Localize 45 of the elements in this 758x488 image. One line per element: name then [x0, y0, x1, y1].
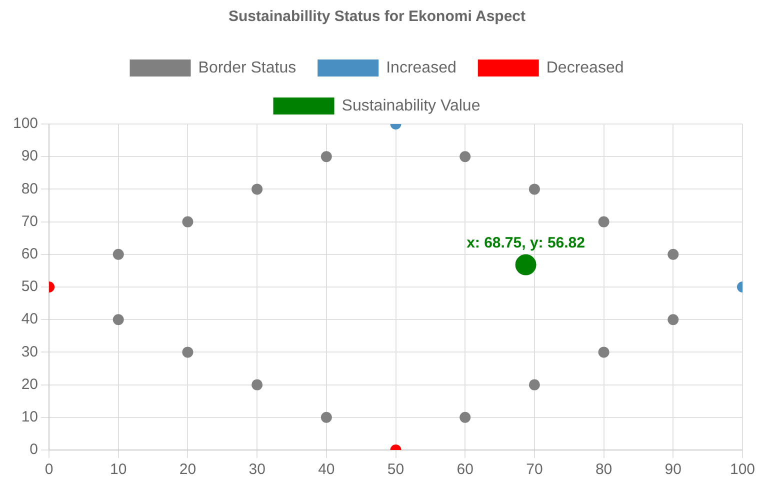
point — [460, 412, 471, 423]
y-tick-label: 80 — [21, 180, 38, 198]
point — [598, 346, 610, 358]
point — [668, 314, 679, 326]
x-tick-label: 100 — [730, 461, 755, 478]
point — [515, 254, 536, 276]
y-tick-label: 20 — [21, 376, 38, 393]
point — [252, 184, 263, 195]
y-tick-label: 0 — [30, 441, 38, 458]
x-tick-label: 70 — [526, 461, 543, 478]
x-tick-label: 20 — [179, 461, 196, 478]
annotation: x: 68.75, y: 56.82 — [466, 234, 585, 252]
x-tick-label: 90 — [664, 461, 682, 478]
point — [182, 216, 194, 228]
point — [320, 151, 332, 162]
x-tick-label: 50 — [387, 461, 404, 478]
x-tick-label: 40 — [318, 461, 335, 478]
x-tick-label: 0 — [44, 461, 54, 478]
legend-label: Border Status — [198, 59, 296, 76]
point — [528, 379, 540, 390]
point — [528, 184, 540, 195]
legend-label: Sustainability Value — [342, 97, 480, 114]
y-tick-label: 10 — [21, 408, 38, 426]
y-tick-label: 60 — [21, 246, 38, 263]
point — [112, 314, 124, 326]
y-tick-label: 50 — [21, 278, 38, 296]
x-tick-label: 80 — [595, 461, 612, 478]
y-tick-label: 30 — [21, 343, 38, 360]
point — [182, 346, 194, 358]
x-tick-label: 10 — [110, 461, 127, 478]
x-tick-label: 30 — [248, 461, 266, 478]
legend-label: Increased — [386, 59, 456, 76]
point — [598, 216, 610, 228]
point — [460, 151, 471, 162]
y-tick-label: 40 — [21, 310, 38, 328]
y-tick-label: 70 — [21, 212, 38, 230]
point — [320, 412, 332, 423]
legend-label: Decreased — [546, 59, 624, 76]
y-tick-label: 90 — [21, 148, 38, 165]
point — [112, 248, 124, 260]
chart-title: Sustainabillity Status for Ekonomi Aspect — [228, 8, 526, 26]
x-tick-label: 60 — [456, 461, 474, 478]
y-tick-label: 100 — [12, 115, 38, 132]
point — [252, 379, 263, 390]
point — [668, 248, 679, 260]
